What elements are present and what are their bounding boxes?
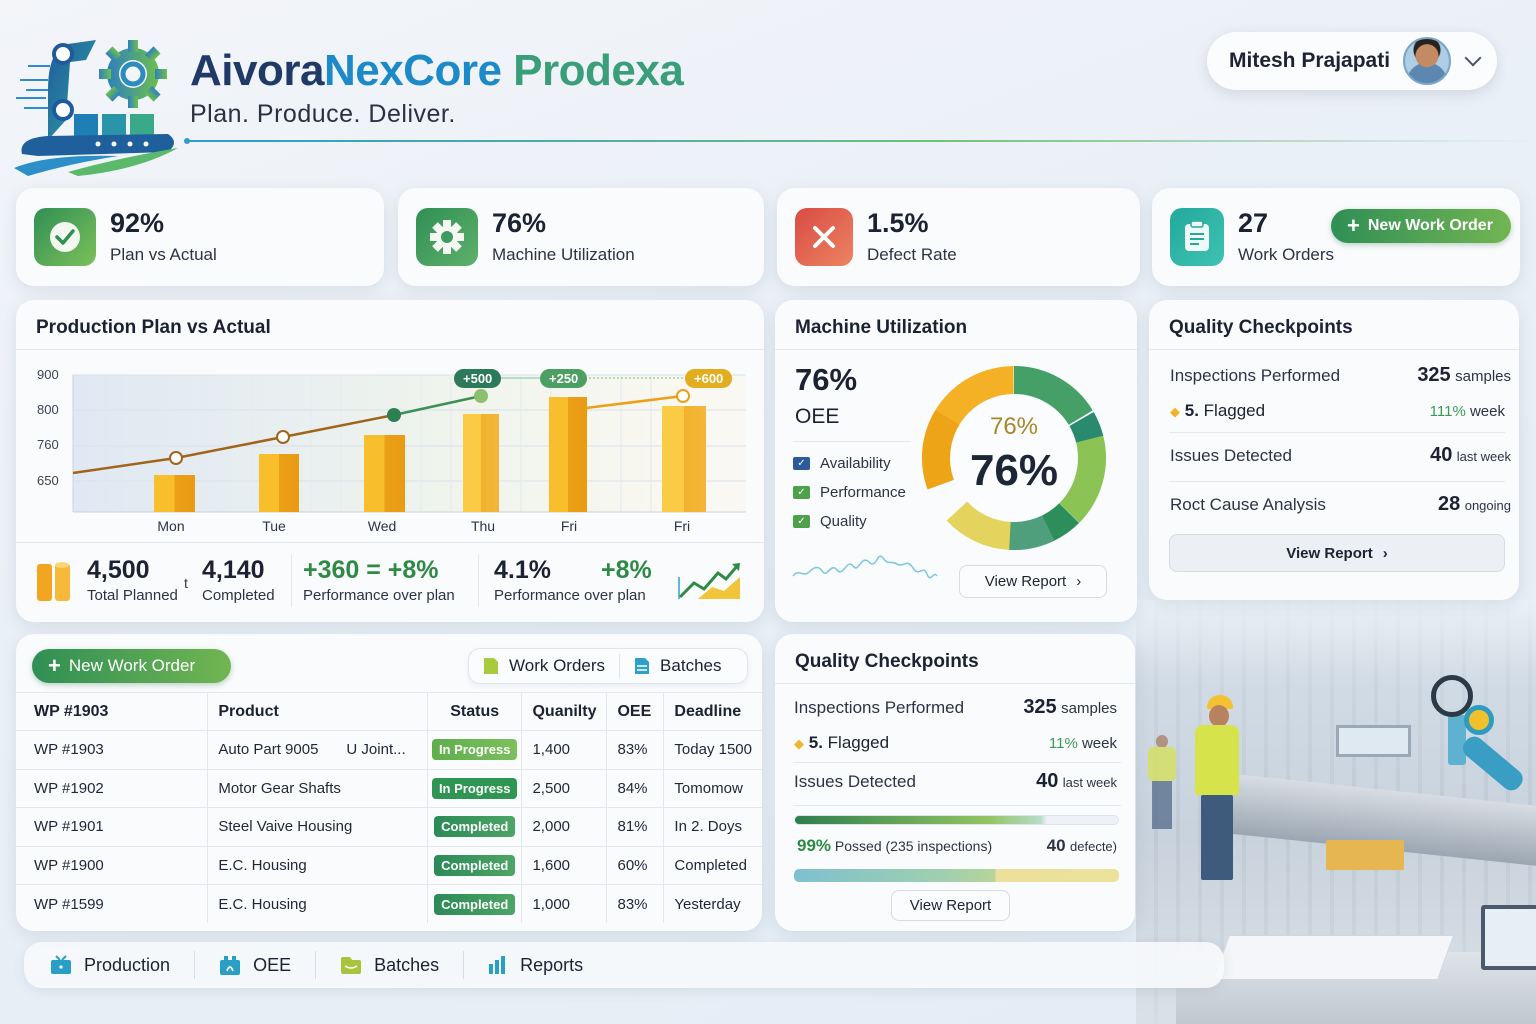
oee-label: OEE bbox=[795, 405, 840, 428]
kpi-machine-utilization[interactable]: 76% Machine Utilization bbox=[398, 188, 764, 286]
flag-icon: ◆ bbox=[794, 736, 804, 751]
status-badge: In Progress bbox=[431, 739, 518, 761]
flag-icon: ◆ bbox=[1170, 404, 1180, 419]
gauge-icon bbox=[220, 956, 241, 975]
table-row[interactable]: WP #1599 E.C. Housing Completed 1,000 83… bbox=[16, 884, 762, 923]
status-badge: Completed bbox=[434, 816, 516, 838]
new-work-order-button[interactable]: + New Work Order bbox=[1331, 209, 1511, 243]
trend-up-icon bbox=[678, 563, 740, 599]
pass-rate-bar bbox=[794, 815, 1119, 825]
oee-donut-chart bbox=[922, 366, 1106, 550]
kpi-label: Machine Utilization bbox=[492, 244, 635, 264]
kpi-label: Work Orders bbox=[1238, 244, 1335, 264]
table-row[interactable]: WP #1902 Motor Gear Shafts In Progress 2… bbox=[16, 769, 762, 808]
nav-batches[interactable]: Batches bbox=[340, 950, 463, 980]
tab-batches[interactable]: Batches bbox=[620, 649, 735, 683]
legend-performance: ✓ Performance bbox=[793, 478, 906, 507]
oee-value: 76% bbox=[795, 362, 858, 397]
machine-utilization-card: Machine Utilization 76% OEE ✓ Availabilit… bbox=[775, 300, 1137, 622]
card-title: Machine Utilization bbox=[775, 300, 1137, 350]
gear-icon bbox=[416, 208, 478, 266]
annotation-bubble: +250 bbox=[540, 369, 588, 388]
check-mail-icon: ✓ bbox=[793, 457, 810, 470]
avatar bbox=[1403, 37, 1451, 85]
kpi-work-orders[interactable]: 27 Work Orders + New Work Order bbox=[1152, 188, 1520, 286]
donut-center-value: 76% bbox=[969, 446, 1059, 495]
bars-icon bbox=[37, 562, 70, 601]
card-title: Quality Checkpoints bbox=[1149, 300, 1519, 350]
card-title: Production Plan vs Actual bbox=[16, 300, 764, 350]
kpi-value: 76% bbox=[492, 208, 547, 239]
work-orders-table: WP #1903 Product Status Quanilty OEE Dea… bbox=[16, 692, 762, 923]
table-row[interactable]: WP #1901 Steel Vaive Housing Completed 2… bbox=[16, 807, 762, 847]
kpi-label: Plan vs Actual bbox=[110, 244, 217, 264]
view-report-button[interactable]: View Report bbox=[891, 890, 1010, 921]
status-badge: In Progress bbox=[431, 777, 518, 799]
sparkline bbox=[792, 555, 938, 579]
tab-work-orders[interactable]: Work Orders bbox=[469, 649, 619, 683]
bottom-nav: Production OEE Batches Reports bbox=[24, 942, 1224, 988]
production-plan-card: Production Plan vs Actual 900 800 760 65… bbox=[16, 300, 766, 622]
quality-checkpoints-card-2: Quality Checkpoints Inspections Performe… bbox=[775, 634, 1135, 931]
user-name: Mitesh Prajapati bbox=[1229, 49, 1391, 72]
stack-icon bbox=[635, 658, 650, 674]
kpi-label: Defect Rate bbox=[867, 244, 957, 264]
work-orders-card: + New Work Order Work Orders Batches WP … bbox=[16, 634, 762, 931]
user-menu[interactable]: Mitesh Prajapati bbox=[1207, 32, 1497, 90]
app-title: AivoraNexCore Prodexa bbox=[190, 46, 684, 95]
robot-arm-gear-logo-icon bbox=[14, 40, 178, 176]
nav-production[interactable]: Production bbox=[50, 950, 194, 980]
document-icon bbox=[484, 658, 498, 674]
production-stats: 4,500 Total Planned t 4,140 Completed +3… bbox=[16, 542, 766, 622]
table-row[interactable]: WP #1900 E.C. Housing Completed 1,600 60… bbox=[16, 846, 762, 885]
donut-top-label: 76% bbox=[989, 413, 1039, 440]
chevron-right-icon: › bbox=[1076, 573, 1082, 590]
table-row[interactable]: WP #1903 Auto Part 9005 U Joint... In Pro… bbox=[16, 730, 762, 770]
app-tagline: Plan. Produce. Deliver. bbox=[190, 100, 456, 128]
clipboard-icon bbox=[1170, 208, 1224, 266]
check-icon bbox=[34, 208, 96, 266]
defect-bar bbox=[794, 869, 1119, 882]
annotation-bubble: +600 bbox=[685, 369, 733, 388]
production-chart: 900 800 760 650 bbox=[16, 360, 766, 540]
nav-reports[interactable]: Reports bbox=[488, 950, 607, 980]
plus-icon: + bbox=[48, 653, 61, 678]
nav-oee[interactable]: OEE bbox=[219, 950, 315, 980]
kpi-value: 92% bbox=[110, 208, 165, 239]
plus-icon: + bbox=[1347, 213, 1360, 238]
header-divider bbox=[184, 138, 1536, 144]
view-report-button[interactable]: View Report › bbox=[959, 565, 1107, 598]
chevron-down-icon[interactable] bbox=[1464, 49, 1482, 67]
kpi-value: 1.5% bbox=[867, 208, 929, 239]
check-mail-icon: ✓ bbox=[793, 486, 810, 499]
status-badge: Completed bbox=[434, 893, 516, 915]
quality-checkpoints-card: Quality Checkpoints Inspections Performe… bbox=[1149, 300, 1519, 600]
card-title: Quality Checkpoints bbox=[775, 634, 1135, 684]
tv-box-icon bbox=[51, 955, 71, 974]
view-switcher: Work Orders Batches bbox=[468, 648, 748, 684]
legend-quality: ✓ Quality bbox=[793, 507, 906, 536]
x-icon bbox=[795, 208, 853, 266]
legend-availability: ✓ Availability bbox=[793, 449, 906, 478]
status-badge: Completed bbox=[434, 854, 516, 876]
oee-legend: ✓ Availability ✓ Performance ✓ Quality bbox=[793, 449, 906, 536]
bar-chart-icon bbox=[489, 956, 506, 974]
annotation-bubble: +500 bbox=[454, 369, 502, 388]
chevron-right-icon: › bbox=[1382, 544, 1388, 562]
brand-header: AivoraNexCore Prodexa Plan. Produce. Del… bbox=[8, 30, 708, 180]
folder-icon bbox=[341, 957, 362, 974]
kpi-plan-vs-actual[interactable]: 92% Plan vs Actual bbox=[16, 188, 384, 286]
kpi-value: 27 bbox=[1238, 208, 1269, 239]
new-work-order-button[interactable]: + New Work Order bbox=[32, 649, 231, 683]
view-report-button[interactable]: View Report › bbox=[1169, 534, 1505, 572]
check-mail-icon: ✓ bbox=[793, 515, 810, 528]
kpi-defect-rate[interactable]: 1.5% Defect Rate bbox=[777, 188, 1140, 286]
table-header-row: WP #1903 Product Status Quanilty OEE Dea… bbox=[16, 692, 762, 731]
